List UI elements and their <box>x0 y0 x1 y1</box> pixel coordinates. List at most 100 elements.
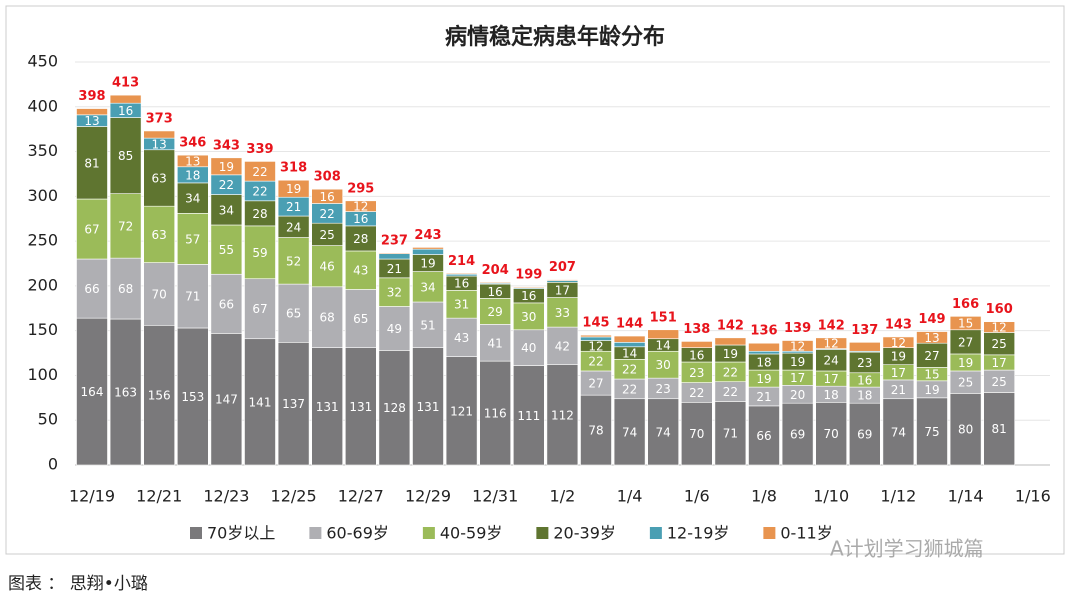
segment-label: 70 <box>689 427 704 441</box>
bar-segment <box>580 370 612 396</box>
segment-label: 27 <box>588 377 603 391</box>
total-label: 160 <box>986 302 1013 317</box>
bar-segment <box>76 317 108 466</box>
y-tick-label: 50 <box>38 410 58 429</box>
segment-label: 74 <box>891 425 906 439</box>
segment-label: 21 <box>891 383 906 397</box>
bar-segment <box>647 350 680 379</box>
segment-label: 69 <box>857 428 872 442</box>
bar-segment <box>748 405 780 466</box>
legend-swatch <box>309 527 322 539</box>
segment-label: 23 <box>656 382 671 396</box>
bar-segment <box>143 262 175 326</box>
segment-label: 34 <box>420 280 435 294</box>
segment-label: 23 <box>689 366 704 380</box>
segment-label: 18 <box>756 356 771 370</box>
legend-swatch <box>763 527 776 539</box>
bar-segment <box>815 337 848 349</box>
bar-segment <box>311 245 344 288</box>
segment-label: 163 <box>114 386 137 400</box>
segment-label: 75 <box>924 425 939 439</box>
segment-label: 43 <box>454 331 469 345</box>
segment-label: 16 <box>488 285 503 299</box>
segment-label: 71 <box>185 290 200 304</box>
legend-label: 40-59岁 <box>440 524 503 543</box>
segment-label: 85 <box>118 149 133 163</box>
segment-label: 81 <box>992 422 1007 436</box>
bar-segment <box>613 342 646 348</box>
segment-label: 27 <box>958 335 973 349</box>
x-tick-label: 12/21 <box>136 487 182 506</box>
segment-label: 23 <box>857 356 872 370</box>
total-label: 346 <box>179 136 206 151</box>
segment-label: 22 <box>252 165 267 179</box>
bar-segment <box>109 117 142 194</box>
segment-label: 24 <box>286 220 301 234</box>
total-label: 136 <box>750 324 777 339</box>
y-tick-label: 200 <box>27 275 58 294</box>
bar-segment <box>143 130 175 139</box>
x-tick-label: 1/6 <box>684 487 710 506</box>
bar-segment <box>143 205 175 263</box>
bar-segment <box>580 336 612 341</box>
segment-label: 13 <box>152 137 167 151</box>
bar-segment <box>344 200 377 212</box>
bar-segment <box>143 324 175 466</box>
x-tick-label: 1/14 <box>948 487 984 506</box>
watermark: A计划学习狮城篇 <box>830 537 984 561</box>
segment-label: 63 <box>152 228 167 242</box>
bar-segment <box>479 324 512 362</box>
legend-label: 20-39岁 <box>553 524 616 543</box>
segment-label: 13 <box>185 154 200 168</box>
segment-label: 18 <box>857 389 872 403</box>
bar-segment <box>210 157 243 176</box>
segment-label: 31 <box>454 298 469 312</box>
bar-segment <box>445 273 478 275</box>
segment-label: 34 <box>219 203 234 217</box>
segment-label: 12 <box>790 339 805 353</box>
segment-label: 43 <box>353 264 368 278</box>
bar-segment <box>445 290 478 319</box>
segment-label: 15 <box>958 317 973 331</box>
segment-label: 17 <box>790 371 805 385</box>
segment-label: 21 <box>756 390 771 404</box>
bar-segment <box>378 306 411 351</box>
bar-segment <box>445 317 478 357</box>
segment-label: 74 <box>622 425 637 439</box>
bar-segment <box>378 252 411 254</box>
segment-label: 65 <box>353 312 368 326</box>
segment-label: 14 <box>656 338 671 352</box>
bar-segment <box>546 326 579 365</box>
segment-label: 67 <box>252 302 267 316</box>
total-label: 207 <box>549 260 576 275</box>
bar-segment <box>412 247 444 250</box>
bar-segment <box>647 398 680 466</box>
legend-label: 0-11岁 <box>780 524 832 543</box>
segment-label: 22 <box>723 385 738 399</box>
legend-label: 60-69岁 <box>326 524 389 543</box>
segment-label: 28 <box>353 232 368 246</box>
segment-label: 34 <box>185 192 200 206</box>
segment-label: 121 <box>450 404 473 418</box>
bar-segment <box>210 273 243 334</box>
segment-label: 19 <box>756 372 771 386</box>
bar-segment <box>412 271 444 303</box>
bar-segment <box>143 149 175 207</box>
total-label: 139 <box>784 321 811 336</box>
bar-segment <box>714 337 747 346</box>
total-label: 413 <box>112 76 139 91</box>
bar-segment <box>344 289 377 348</box>
segment-label: 19 <box>891 350 906 364</box>
bar-segment <box>76 126 108 200</box>
total-label: 143 <box>885 317 912 332</box>
segment-label: 30 <box>656 358 671 372</box>
segment-label: 21 <box>286 200 301 214</box>
bar-segment <box>311 347 344 466</box>
total-label: 295 <box>347 181 374 196</box>
x-tick-label: 1/8 <box>751 487 777 506</box>
bar-segment <box>512 329 545 366</box>
segment-label: 116 <box>484 407 507 421</box>
segment-label: 131 <box>316 400 339 414</box>
segment-label: 16 <box>857 373 872 387</box>
bar-segment <box>748 350 780 355</box>
